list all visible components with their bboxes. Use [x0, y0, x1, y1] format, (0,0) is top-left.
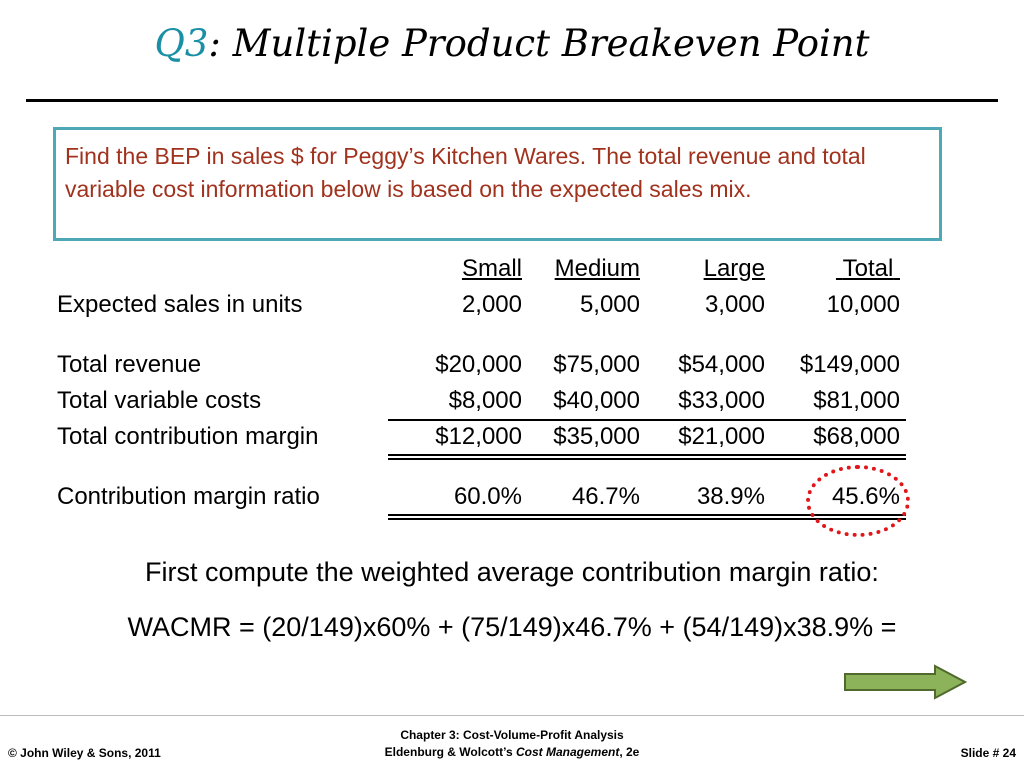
units-total: 10,000	[826, 291, 900, 318]
footer-copyright: © John Wiley & Sons, 2011	[8, 746, 161, 760]
title-underline	[26, 99, 998, 102]
cmr-small: 60.0%	[453, 483, 522, 510]
header-small: Small	[461, 255, 522, 282]
row-label-contribution-margin: Total contribution margin	[57, 423, 319, 450]
revenue-small: $20,000	[435, 351, 522, 378]
footer-edition: , 2e	[619, 745, 640, 759]
slide-title: Q3: Multiple Product Breakeven Point	[0, 22, 1024, 66]
header-total-label: Total	[842, 255, 894, 282]
problem-text: Find the BEP in sales $ for Peggy’s Kitc…	[65, 143, 866, 202]
varcost-large: $33,000	[678, 387, 765, 414]
varcost-total: $81,000	[813, 387, 900, 414]
header-large: Large	[703, 255, 765, 282]
footer-authors: Eldenburg & Wolcott’s	[384, 745, 516, 759]
double-rule-top-a	[388, 454, 906, 456]
title-prefix: Q3	[154, 22, 209, 65]
footer-book-info: Chapter 3: Cost-Volume-Profit Analysis E…	[0, 727, 1024, 761]
wacmr-formula: WACMR = (20/149)x60% + (75/149)x46.7% + …	[127, 612, 897, 642]
units-small: 2,000	[461, 291, 522, 318]
cm-total: $68,000	[813, 423, 900, 450]
revenue-medium: $75,000	[553, 351, 640, 378]
revenue-large: $54,000	[678, 351, 765, 378]
title-text: : Multiple Product Breakeven Point	[208, 22, 870, 65]
cm-large: $21,000	[678, 423, 765, 450]
header-total: Total	[836, 255, 900, 283]
row-label-cm-ratio: Contribution margin ratio	[57, 483, 320, 510]
footer-book-title: Cost Management	[515, 745, 620, 759]
subtotal-rule	[388, 419, 906, 421]
cm-medium: $35,000	[553, 423, 640, 450]
double-rule-bottom-b	[388, 518, 906, 520]
cmr-medium: 46.7%	[571, 483, 640, 510]
problem-box: Find the BEP in sales $ for Peggy’s Kitc…	[53, 127, 942, 241]
footer-chapter: Chapter 3: Cost-Volume-Profit Analysis	[400, 728, 624, 742]
units-medium: 5,000	[579, 291, 640, 318]
highlight-circle	[806, 465, 910, 537]
varcost-medium: $40,000	[553, 387, 640, 414]
row-label-revenue: Total revenue	[57, 351, 202, 378]
units-large: 3,000	[704, 291, 765, 318]
footer-slide-number: Slide # 24	[960, 746, 1016, 760]
double-rule-top-b	[388, 458, 906, 460]
footer-book-line: Eldenburg & Wolcott’s Cost Management, 2…	[0, 744, 1024, 761]
right-arrow-icon[interactable]	[843, 664, 967, 700]
revenue-total: $149,000	[799, 351, 900, 378]
row-label-variable-costs: Total variable costs	[57, 387, 262, 414]
instruction-text: First compute the weighted average contr…	[145, 557, 879, 587]
cm-small: $12,000	[435, 423, 522, 450]
double-rule-bottom-a	[388, 514, 906, 516]
row-label-units: Expected sales in units	[57, 291, 303, 318]
header-medium: Medium	[554, 255, 640, 282]
cmr-large: 38.9%	[696, 483, 765, 510]
varcost-small: $8,000	[448, 387, 522, 414]
footer-divider	[0, 715, 1024, 716]
